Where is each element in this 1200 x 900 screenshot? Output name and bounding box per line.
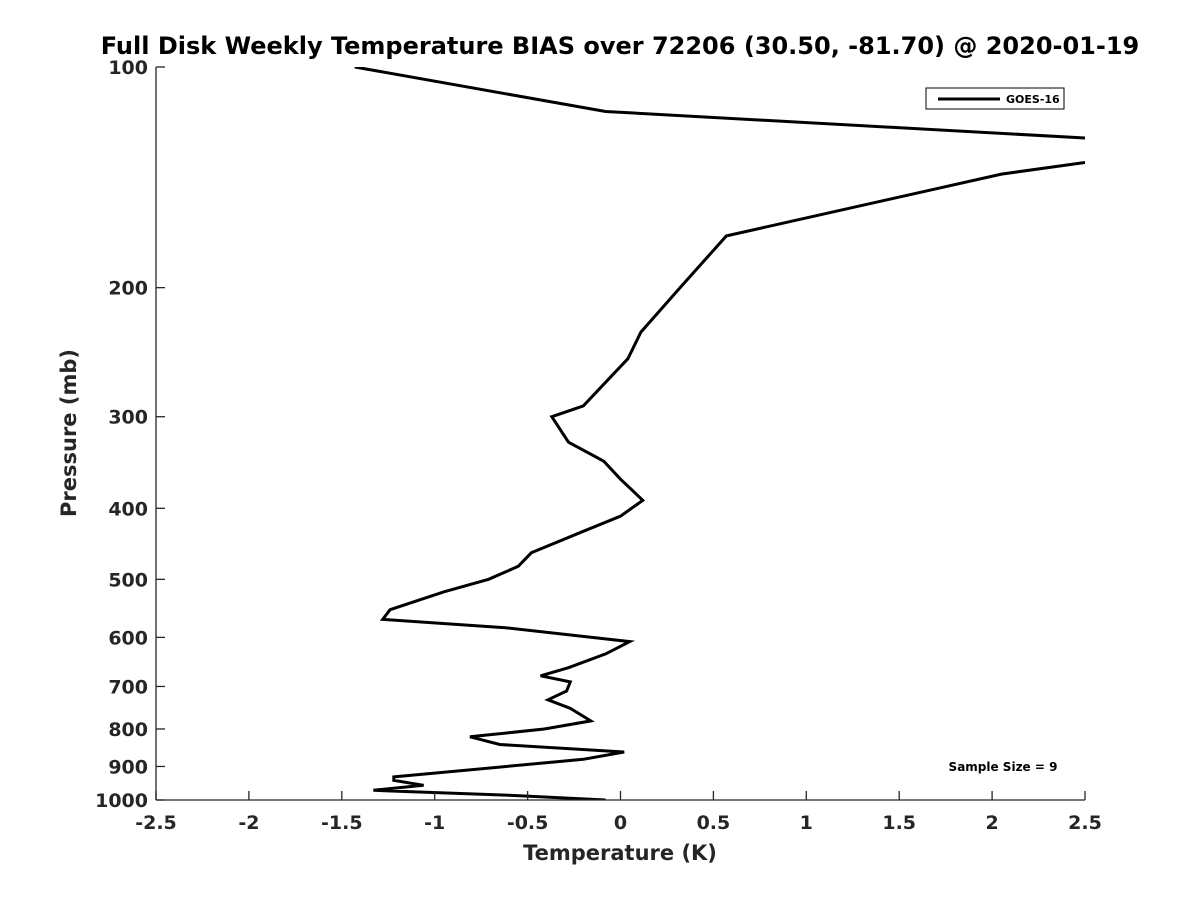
x-tick-label: -2.5 — [135, 812, 177, 834]
series-line-goes-16 — [373, 161, 1085, 800]
x-tick-label: 0.5 — [697, 812, 731, 834]
series-layer — [354, 67, 1085, 800]
x-tick-label: 0 — [614, 812, 627, 834]
y-tick-label: 900 — [108, 756, 148, 778]
x-tick-label: -1.5 — [321, 812, 363, 834]
y-tick-label: 300 — [108, 407, 148, 429]
x-tick-label: -2 — [238, 812, 259, 834]
y-axis-ticks: 100 200 300 400 500 600 700 800 900 1000 — [95, 57, 165, 812]
y-tick-label: 100 — [108, 57, 148, 79]
y-tick-label: 1000 — [95, 790, 148, 812]
y-tick-label: 200 — [108, 278, 148, 300]
series-line-goes-16 — [354, 67, 1085, 140]
y-tick-label: 600 — [108, 627, 148, 649]
y-axis-label: Pressure (mb) — [57, 349, 81, 517]
y-tick-label: 500 — [108, 569, 148, 591]
legend: GOES-16 — [925, 87, 1065, 110]
x-tick-label: 1 — [800, 812, 813, 834]
x-tick-label: 1.5 — [882, 812, 916, 834]
y-tick-label: 800 — [108, 719, 148, 741]
chart-title: Full Disk Weekly Temperature BIAS over 7… — [101, 32, 1140, 60]
x-tick-label: 2.5 — [1068, 812, 1102, 834]
y-tick-label: 400 — [108, 498, 148, 520]
sample-size-annotation: Sample Size = 9 — [949, 760, 1058, 774]
x-tick-label: -1 — [424, 812, 445, 834]
y-tick-label: 700 — [108, 676, 148, 698]
x-axis-ticks: -2.5 -2 -1.5 -1 -0.5 0 0.5 1 1.5 2 2.5 — [135, 791, 1102, 834]
legend-label-goes-16: GOES-16 — [1006, 93, 1060, 106]
x-tick-label: -0.5 — [507, 812, 549, 834]
x-axis-label: Temperature (K) — [523, 841, 717, 865]
x-tick-label: 2 — [985, 812, 998, 834]
